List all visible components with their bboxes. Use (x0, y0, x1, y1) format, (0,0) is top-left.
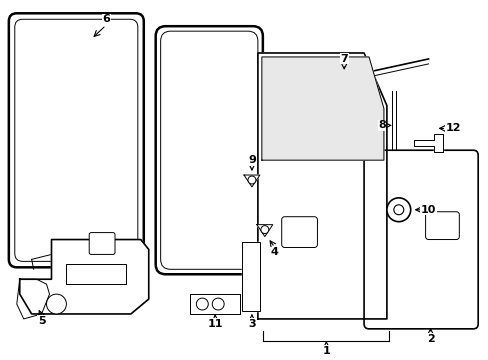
Text: 2: 2 (426, 334, 433, 344)
Text: 4: 4 (270, 247, 278, 257)
Text: 1: 1 (322, 346, 329, 356)
Circle shape (386, 198, 410, 222)
Polygon shape (256, 225, 272, 237)
Text: 12: 12 (445, 123, 460, 134)
FancyBboxPatch shape (89, 233, 115, 255)
Text: 6: 6 (102, 14, 110, 24)
Polygon shape (17, 279, 49, 319)
Polygon shape (20, 239, 148, 314)
Text: 10: 10 (420, 205, 435, 215)
Polygon shape (257, 53, 386, 319)
Text: 8: 8 (377, 121, 385, 130)
FancyBboxPatch shape (281, 217, 317, 247)
FancyBboxPatch shape (364, 150, 477, 329)
Circle shape (196, 298, 208, 310)
Circle shape (393, 205, 403, 215)
Polygon shape (190, 294, 240, 314)
Circle shape (46, 294, 66, 314)
Circle shape (247, 176, 255, 184)
Circle shape (212, 298, 224, 310)
Polygon shape (244, 175, 259, 187)
Polygon shape (66, 264, 126, 284)
Polygon shape (413, 134, 443, 152)
Text: 3: 3 (247, 319, 255, 329)
Polygon shape (242, 242, 259, 311)
Text: 11: 11 (207, 319, 223, 329)
FancyBboxPatch shape (425, 212, 458, 239)
Polygon shape (262, 57, 383, 160)
Text: 9: 9 (247, 155, 255, 165)
Text: 5: 5 (38, 316, 45, 326)
Text: 7: 7 (340, 54, 347, 64)
Circle shape (260, 226, 268, 234)
